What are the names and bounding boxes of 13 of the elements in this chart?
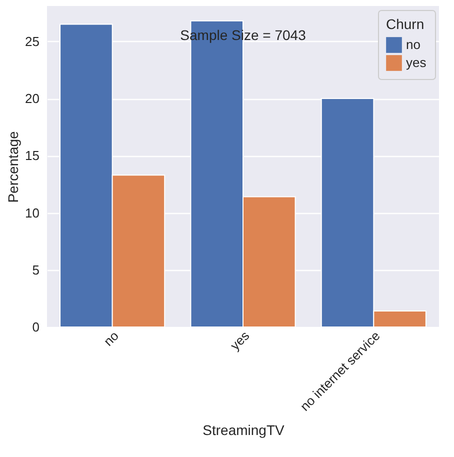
y-tick-label: 10: [25, 205, 40, 220]
y-tick-label: 15: [25, 148, 40, 164]
legend-title: Churn: [386, 16, 424, 32]
legend-label: yes: [406, 55, 427, 70]
x-axis-title: StreamingTV: [202, 422, 286, 438]
y-tick-label: 0: [32, 320, 40, 334]
x-tick-label: yes: [227, 328, 253, 353]
y-tick-label: 5: [32, 262, 40, 278]
legend-label: no: [406, 37, 420, 52]
y-tick-label: 25: [25, 34, 40, 49]
x-tick-label: no: [100, 328, 122, 349]
y-axis-title: Percentage: [5, 130, 22, 203]
y-tick-label: 20: [25, 91, 40, 106]
